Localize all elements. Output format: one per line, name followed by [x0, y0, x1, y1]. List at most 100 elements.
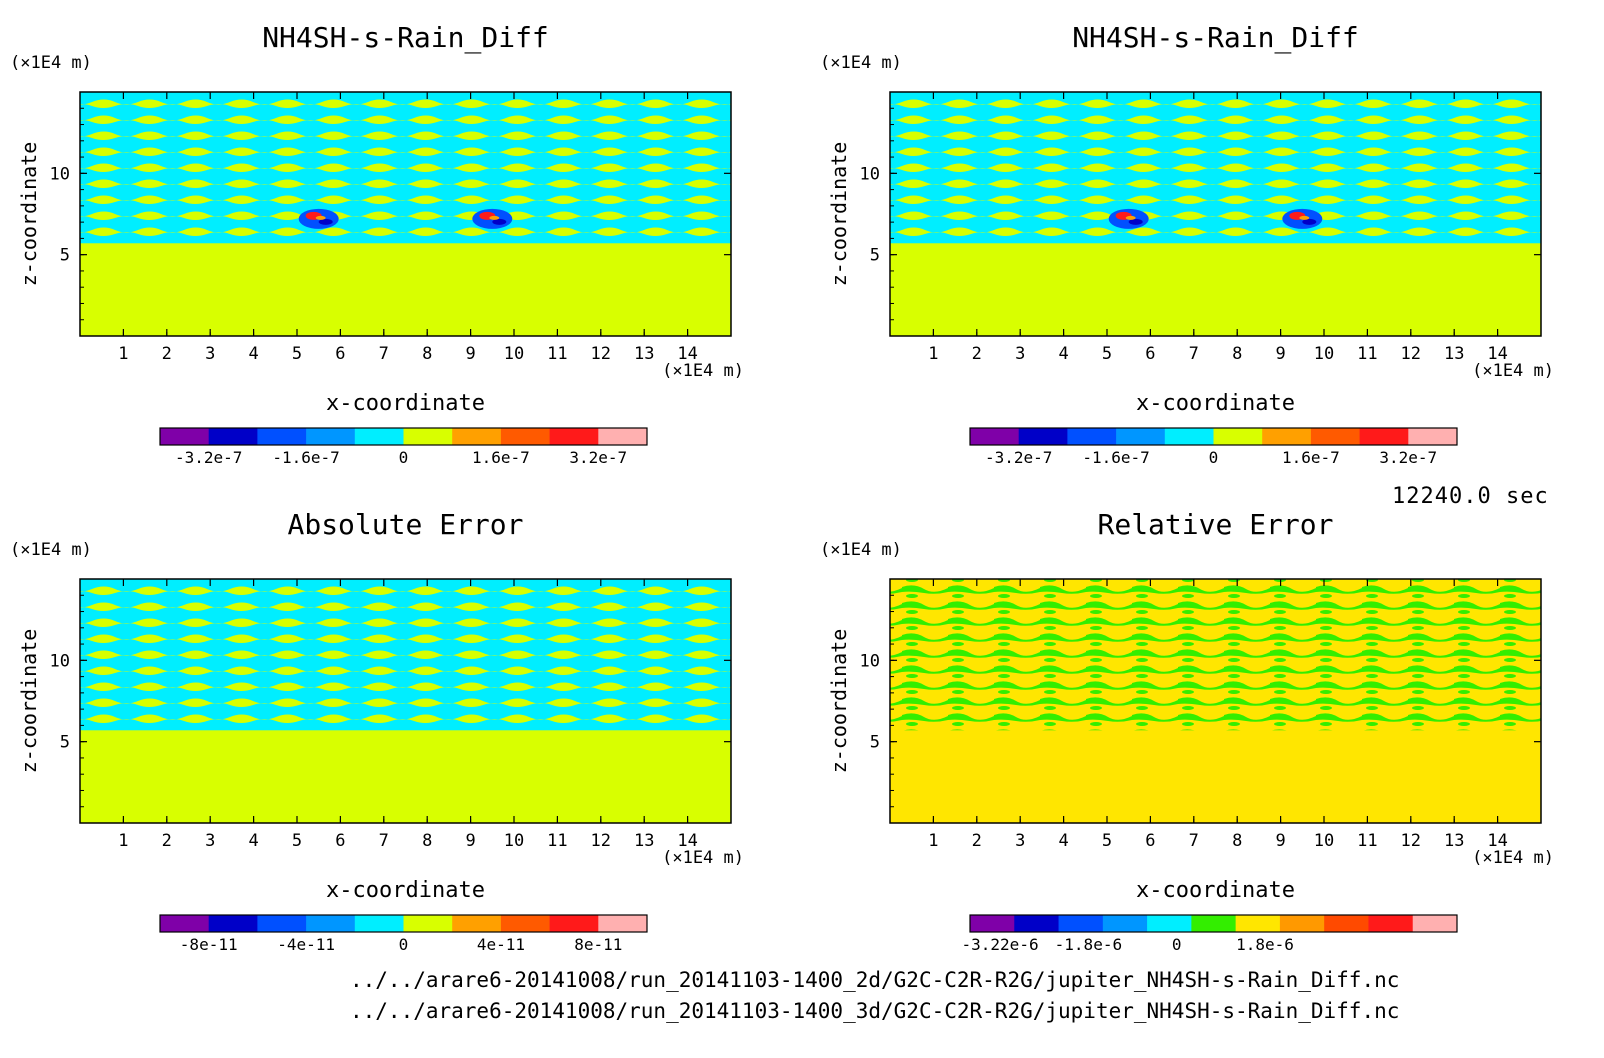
feature-core-blue	[492, 218, 507, 225]
x-tick-label: 1	[928, 344, 938, 364]
feature-core-orange	[489, 215, 500, 220]
x-tick-label: 2	[162, 831, 172, 851]
colorbar-segment	[306, 915, 356, 932]
colorbar-label: 3.2e-7	[1379, 448, 1437, 467]
colorbar-segment	[549, 915, 599, 932]
x-tick-label: 3	[1015, 344, 1025, 364]
colorbar-frame	[969, 914, 1458, 933]
colorbar-label: 1.6e-7	[1282, 448, 1340, 467]
colorbar-segment	[257, 915, 307, 932]
x-tick-label: 4	[248, 344, 258, 364]
y-axis-label: z-coordinate	[17, 142, 41, 287]
x-tick-label: 3	[205, 831, 215, 851]
colorbar-segment	[1310, 428, 1361, 445]
colorbar-segment	[306, 428, 356, 445]
x-tick-label: 13	[1444, 344, 1464, 364]
x-tick-label: 1	[118, 831, 128, 851]
x-tick-label: 9	[1275, 831, 1285, 851]
x-tick-label: 7	[379, 344, 389, 364]
colorbar-label: -1.6e-7	[1082, 448, 1149, 467]
chart-title: Relative Error	[1097, 508, 1333, 541]
x-tick-label: 2	[972, 831, 982, 851]
colorbar-segment	[1058, 915, 1104, 932]
x-tick-label: 4	[1058, 344, 1068, 364]
colorbar-segment	[1164, 428, 1214, 445]
colorbar-segment	[1147, 915, 1192, 932]
colorbar-segment	[1324, 915, 1369, 932]
plot-frame	[889, 578, 1542, 824]
chart-panel-1: NH4SH-s-Rain_Diff (×1E4 m) (×1E4 m) x-coord…	[10, 21, 744, 467]
colorbar-segment	[1213, 428, 1263, 445]
x-tick-label: 5	[292, 344, 302, 364]
colorbar-frame	[159, 914, 648, 933]
colorbar-segment	[1116, 428, 1166, 445]
x-tick-label: 12	[591, 831, 611, 851]
x-tick-label: 11	[1357, 831, 1377, 851]
colorbar-segment	[354, 915, 404, 932]
chart-panel-3: Absolute Error (×1E4 m) (×1E4 m) x-coordina…	[10, 508, 744, 954]
chart-title: NH4SH-s-Rain_Diff	[262, 21, 549, 55]
y-tick-label: 5	[870, 733, 880, 753]
chart-title: Absolute Error	[287, 508, 523, 541]
colorbar-segment	[1102, 915, 1148, 932]
colorbar-label: -1.8e-6	[1055, 935, 1122, 954]
colorbar-label: 1.8e-6	[1236, 935, 1294, 954]
x-unit-label: (×1E4 m)	[662, 848, 744, 868]
x-tick-label: 12	[1401, 831, 1421, 851]
file-path-2d: ../../arare6-20141008/run_20141103-1400_…	[350, 968, 1400, 992]
y-tick-label: 10	[50, 651, 70, 671]
colorbar-segment	[1067, 428, 1117, 445]
colorbar-segment	[1018, 428, 1068, 445]
x-tick-label: 6	[335, 344, 345, 364]
x-tick-label: 10	[504, 344, 524, 364]
colorbar-segment	[403, 428, 453, 445]
y-axis-label: z-coordinate	[827, 142, 851, 287]
x-tick-label: 10	[504, 831, 524, 851]
y-unit-label: (×1E4 m)	[820, 53, 902, 73]
x-tick-label: 10	[1314, 831, 1334, 851]
colorbar-label: 0	[1209, 448, 1219, 467]
x-axis-label: x-coordinate	[1136, 878, 1295, 903]
y-tick-label: 10	[50, 164, 70, 184]
colorbar-segment	[598, 915, 648, 932]
x-tick-label: 7	[1189, 831, 1199, 851]
x-tick-label: 9	[465, 831, 475, 851]
x-tick-label: 11	[547, 831, 567, 851]
colorbar-label: -3.2e-7	[985, 448, 1052, 467]
x-tick-label: 12	[591, 344, 611, 364]
colorbar-label: -8e-11	[180, 935, 238, 954]
colorbar-label: 0	[1172, 935, 1182, 954]
colorbar-segment	[1412, 915, 1458, 932]
colorbar-segment	[1191, 915, 1237, 932]
colorbar-segment	[1408, 428, 1458, 445]
x-tick-label: 5	[1102, 831, 1112, 851]
x-tick-label: 6	[1145, 831, 1155, 851]
x-tick-label: 7	[1189, 344, 1199, 364]
x-tick-label: 8	[1232, 831, 1242, 851]
colorbar-segment	[257, 428, 307, 445]
y-unit-label: (×1E4 m)	[10, 540, 92, 560]
x-tick-label: 13	[634, 344, 654, 364]
colorbar-segment	[598, 428, 648, 445]
x-tick-label: 1	[118, 344, 128, 364]
x-tick-label: 5	[1102, 344, 1112, 364]
y-tick-label: 5	[60, 246, 70, 266]
x-tick-label: 2	[162, 344, 172, 364]
colorbar-segment	[1359, 428, 1409, 445]
y-axis-label: z-coordinate	[827, 629, 851, 774]
x-tick-label: 1	[928, 831, 938, 851]
x-tick-label: 14	[677, 831, 697, 851]
x-tick-label: 3	[1015, 831, 1025, 851]
y-tick-label: 10	[860, 164, 880, 184]
x-axis-label: x-coordinate	[326, 391, 485, 416]
colorbar-label: 1.6e-7	[472, 448, 530, 467]
y-tick-label: 5	[60, 733, 70, 753]
x-tick-label: 2	[972, 344, 982, 364]
colorbar-segment	[403, 915, 453, 932]
colorbar-segment	[549, 428, 599, 445]
x-tick-label: 9	[465, 344, 475, 364]
colorbar-segment	[452, 915, 502, 932]
colorbar-segment	[1235, 915, 1281, 932]
colorbar-segment	[1262, 428, 1312, 445]
